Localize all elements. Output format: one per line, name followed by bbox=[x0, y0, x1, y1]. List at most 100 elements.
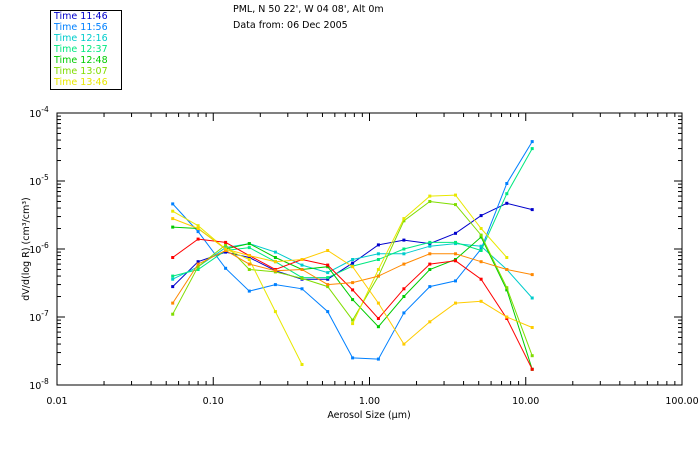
data-point bbox=[428, 262, 432, 266]
data-point bbox=[196, 227, 200, 230]
header-location: PML, N 50 22', W 04 08', Alt 0m bbox=[233, 4, 384, 15]
data-point bbox=[530, 273, 534, 277]
data-point bbox=[505, 256, 509, 259]
y-tick-label: 10-4 bbox=[29, 105, 49, 120]
data-point bbox=[273, 260, 277, 264]
data-point bbox=[273, 269, 277, 273]
x-tick-label: 0.01 bbox=[46, 396, 67, 407]
data-point bbox=[196, 262, 200, 266]
data-point bbox=[428, 320, 432, 324]
data-point bbox=[402, 287, 406, 291]
data-point bbox=[300, 276, 304, 280]
y-tick-label: 10-6 bbox=[29, 241, 49, 256]
plot-frame bbox=[56, 112, 683, 386]
data-point bbox=[376, 274, 380, 278]
series-2 bbox=[171, 140, 534, 361]
data-point bbox=[273, 250, 277, 254]
data-point bbox=[196, 268, 200, 271]
x-tick-label: 10.00 bbox=[512, 396, 539, 407]
data-point bbox=[479, 214, 483, 218]
data-point bbox=[171, 285, 175, 289]
data-point bbox=[505, 288, 509, 292]
data-point bbox=[376, 357, 380, 361]
data-point bbox=[224, 247, 228, 251]
data-point bbox=[402, 217, 406, 221]
x-tick-label: 1.00 bbox=[359, 396, 380, 407]
data-point bbox=[505, 182, 509, 185]
data-point bbox=[247, 289, 251, 293]
data-point bbox=[530, 367, 534, 371]
header-date: Data from: 06 Dec 2005 bbox=[233, 20, 348, 31]
data-point bbox=[402, 247, 406, 251]
data-point bbox=[326, 249, 330, 252]
data-point bbox=[273, 310, 277, 314]
data-point bbox=[428, 252, 432, 256]
data-point bbox=[326, 283, 330, 287]
data-point bbox=[479, 249, 483, 252]
data-point bbox=[171, 217, 175, 221]
data-point bbox=[300, 258, 304, 261]
data-point bbox=[326, 265, 330, 269]
data-point bbox=[505, 315, 509, 319]
data-point bbox=[171, 256, 175, 259]
data-point bbox=[428, 194, 432, 198]
legend-entry: Time 12:37 bbox=[54, 44, 108, 55]
data-point bbox=[326, 276, 330, 280]
data-point bbox=[351, 298, 355, 302]
data-point bbox=[326, 285, 330, 289]
data-point bbox=[351, 261, 355, 265]
series-10 bbox=[171, 217, 534, 346]
data-point bbox=[530, 140, 534, 144]
series-1 bbox=[171, 201, 534, 289]
x-tick-label: 0.10 bbox=[203, 396, 224, 407]
data-point bbox=[376, 325, 380, 329]
series-7 bbox=[171, 193, 509, 366]
data-point bbox=[300, 363, 304, 366]
data-point bbox=[402, 342, 406, 346]
data-point bbox=[351, 356, 355, 360]
data-point bbox=[428, 244, 432, 248]
data-point bbox=[376, 268, 380, 271]
data-point bbox=[326, 310, 330, 314]
data-point bbox=[376, 243, 380, 247]
data-point bbox=[402, 295, 406, 298]
legend-entry: Time 12:16 bbox=[54, 33, 108, 44]
data-point bbox=[351, 318, 355, 322]
x-tick-label: 100.00 bbox=[665, 396, 698, 407]
data-point bbox=[428, 268, 432, 271]
data-point bbox=[454, 279, 457, 283]
series-6 bbox=[171, 200, 534, 358]
data-point bbox=[376, 317, 380, 320]
data-point bbox=[171, 225, 175, 229]
data-point bbox=[326, 271, 330, 275]
data-point bbox=[479, 227, 483, 230]
data-point bbox=[376, 301, 380, 305]
data-point bbox=[402, 238, 406, 242]
data-point bbox=[351, 258, 355, 261]
series-9 bbox=[171, 249, 534, 305]
data-point bbox=[171, 274, 175, 278]
data-point bbox=[300, 263, 304, 267]
data-point bbox=[224, 243, 228, 247]
data-point bbox=[196, 230, 200, 234]
series-line bbox=[172, 210, 303, 365]
data-point bbox=[479, 299, 483, 303]
data-point bbox=[454, 193, 457, 197]
data-point bbox=[530, 208, 534, 212]
data-point bbox=[376, 258, 380, 261]
data-point bbox=[247, 242, 251, 246]
data-point bbox=[530, 296, 534, 300]
data-point bbox=[530, 326, 534, 329]
data-point bbox=[402, 219, 406, 223]
data-point bbox=[351, 265, 355, 269]
y-tick-label: 10-7 bbox=[29, 309, 49, 324]
data-point bbox=[326, 277, 330, 281]
data-point bbox=[454, 203, 457, 207]
data-point bbox=[247, 256, 251, 259]
data-point bbox=[479, 233, 483, 237]
legend-entry: Time 11:46 bbox=[54, 11, 108, 22]
data-point bbox=[247, 258, 251, 261]
data-point bbox=[196, 260, 200, 264]
data-point bbox=[196, 265, 200, 269]
